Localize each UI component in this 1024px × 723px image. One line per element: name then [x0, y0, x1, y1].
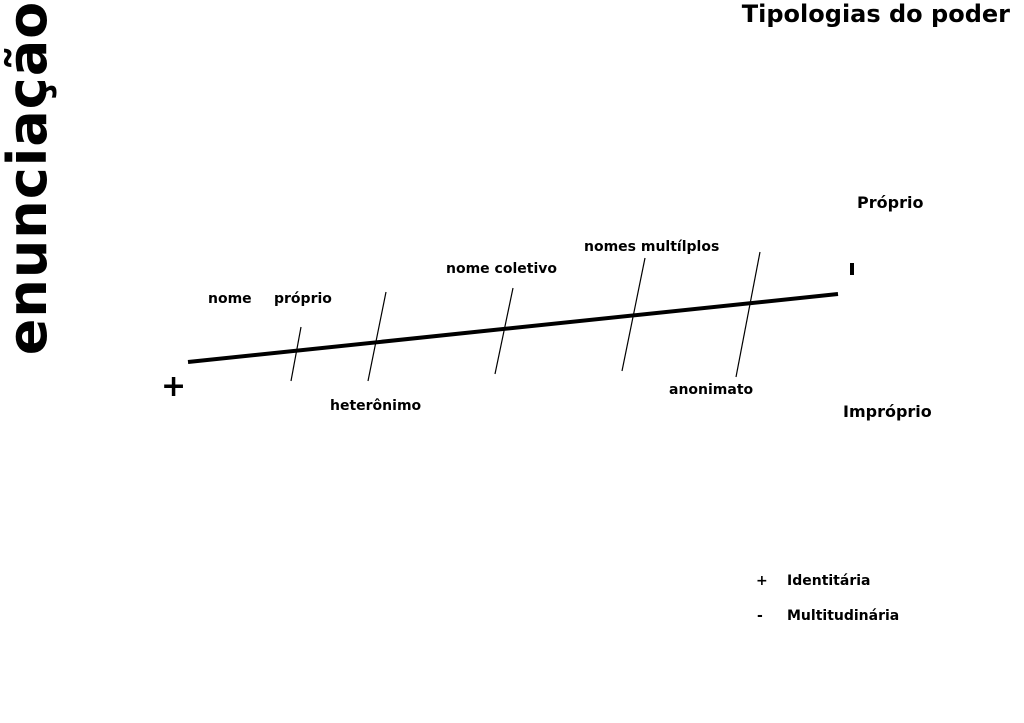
category-label-nomes-multiplos: nomes multílplos — [584, 239, 720, 255]
category-label-nome: nome — [208, 291, 252, 307]
top-axis-label: Próprio — [857, 193, 924, 212]
divider-1 — [290, 326, 302, 382]
category-label-anonimato: anonimato — [669, 382, 754, 398]
category-label-heteronimo: heterônimo — [330, 398, 422, 414]
divider-2 — [367, 291, 387, 382]
divider-4 — [621, 257, 646, 372]
bottom-axis-label: Impróprio — [843, 402, 932, 421]
vertical-label: enunciação — [0, 0, 59, 356]
category-label-nome-coletivo: nome coletivo — [446, 261, 557, 277]
legend-symbol-minus: - — [757, 608, 763, 624]
category-label-proprio: próprio — [274, 291, 332, 307]
legend-symbol-plus: + — [756, 573, 768, 589]
divider-5 — [735, 251, 761, 378]
page-title: Tipologias do poder — [741, 0, 1010, 28]
plus-pole-symbol: + — [161, 369, 187, 404]
divider-3 — [494, 287, 514, 375]
legend-text-identitaria: Identitária — [787, 573, 871, 589]
legend-text-multitudinaria: Multitudinária — [787, 608, 900, 624]
